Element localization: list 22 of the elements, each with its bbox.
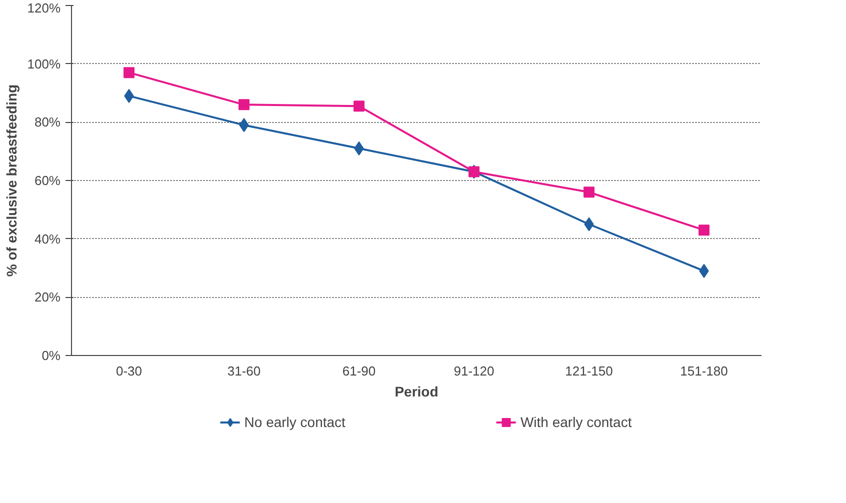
x-tick-label: 31-60 bbox=[227, 364, 261, 378]
point bbox=[698, 224, 710, 236]
y-tick-label: 60% bbox=[34, 173, 61, 188]
y-tick-label: 120% bbox=[27, 0, 61, 16]
point bbox=[354, 100, 364, 112]
legend-label: No early contact bbox=[244, 414, 346, 430]
x-tick-label: 151-180 bbox=[680, 364, 728, 378]
y-tick-label: 40% bbox=[34, 231, 61, 246]
x-tick-label: 121-150 bbox=[565, 364, 613, 378]
x-tick-label: 61-90 bbox=[342, 364, 376, 378]
y-tick-label: 80% bbox=[34, 114, 61, 130]
point bbox=[124, 67, 134, 78]
point bbox=[584, 186, 594, 198]
y-tick-label: 100% bbox=[27, 56, 61, 72]
point bbox=[238, 99, 250, 110]
y-axis-title: % of exclusive breastfeeding bbox=[3, 84, 20, 277]
x-tick-label: 91-120 bbox=[454, 364, 494, 378]
x-tick-label: 0-30 bbox=[116, 364, 142, 378]
x-axis-title: Period bbox=[394, 384, 438, 400]
y-tick-label: 0% bbox=[42, 348, 61, 363]
legend-label: With early contact bbox=[520, 414, 632, 430]
y-tick-label: 20% bbox=[34, 290, 61, 305]
